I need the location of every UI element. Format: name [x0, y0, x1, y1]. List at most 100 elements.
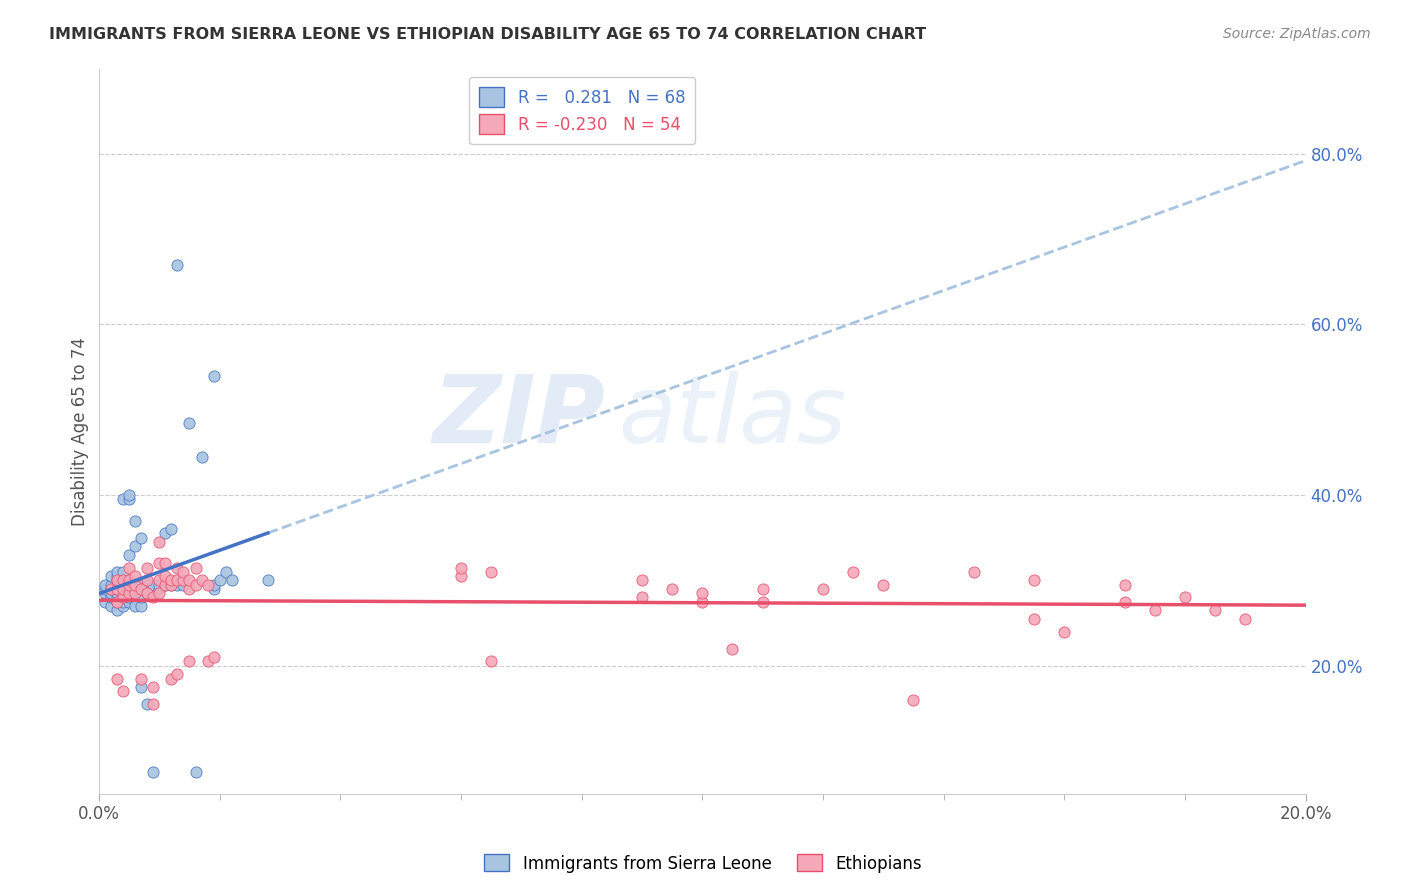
Point	[166, 560, 188, 574]
Point	[105, 595, 128, 609]
Point	[124, 539, 146, 553]
Point	[105, 574, 128, 588]
Point	[94, 582, 117, 596]
Point	[1114, 577, 1136, 591]
Point	[94, 595, 117, 609]
Point	[450, 560, 472, 574]
Point	[105, 672, 128, 686]
Point	[172, 577, 194, 591]
Point	[479, 655, 502, 669]
Point	[118, 577, 141, 591]
Point	[190, 574, 212, 588]
Point	[118, 582, 141, 596]
Point	[118, 492, 141, 507]
Point	[129, 531, 152, 545]
Point	[118, 574, 141, 588]
Point	[872, 577, 894, 591]
Text: Source: ZipAtlas.com: Source: ZipAtlas.com	[1223, 27, 1371, 41]
Point	[136, 560, 159, 574]
Point	[690, 586, 713, 600]
Point	[105, 569, 128, 583]
Point	[690, 595, 713, 609]
Point	[112, 591, 135, 605]
Point	[129, 591, 152, 605]
Point	[215, 565, 238, 579]
Point	[208, 574, 231, 588]
Point	[129, 582, 152, 596]
Point	[105, 577, 128, 591]
Point	[112, 574, 135, 588]
Point	[100, 586, 122, 600]
Point	[118, 595, 141, 609]
Point	[903, 693, 925, 707]
Point	[124, 514, 146, 528]
Point	[1053, 624, 1076, 639]
Point	[160, 672, 183, 686]
Point	[124, 577, 146, 591]
Point	[166, 574, 188, 588]
Point	[124, 586, 146, 600]
Point	[631, 591, 654, 605]
Point	[179, 574, 201, 588]
Point	[118, 586, 141, 600]
Point	[1114, 595, 1136, 609]
Point	[100, 582, 122, 596]
Point	[184, 560, 207, 574]
Point	[100, 569, 122, 583]
Point	[118, 591, 141, 605]
Point	[184, 765, 207, 780]
Point	[197, 655, 219, 669]
Point	[1174, 591, 1197, 605]
Point	[1022, 574, 1045, 588]
Point	[129, 577, 152, 591]
Point	[179, 582, 201, 596]
Point	[105, 565, 128, 579]
Legend: R =   0.281   N = 68, R = -0.230   N = 54: R = 0.281 N = 68, R = -0.230 N = 54	[470, 77, 695, 145]
Point	[105, 591, 128, 605]
Point	[142, 680, 165, 694]
Text: ZIP: ZIP	[433, 370, 606, 463]
Point	[112, 591, 135, 605]
Point	[202, 650, 225, 665]
Point	[148, 586, 170, 600]
Point	[124, 577, 146, 591]
Point	[202, 368, 225, 383]
Text: atlas: atlas	[617, 371, 846, 462]
Point	[136, 586, 159, 600]
Point	[94, 586, 117, 600]
Point	[257, 574, 280, 588]
Point	[202, 577, 225, 591]
Point	[100, 599, 122, 613]
Point	[148, 535, 170, 549]
Point	[124, 599, 146, 613]
Point	[105, 603, 128, 617]
Point	[190, 450, 212, 464]
Point	[148, 582, 170, 596]
Point	[142, 765, 165, 780]
Point	[136, 697, 159, 711]
Point	[160, 574, 183, 588]
Point	[155, 577, 177, 591]
Point	[197, 577, 219, 591]
Point	[172, 574, 194, 588]
Point	[450, 569, 472, 583]
Point	[112, 684, 135, 698]
Point	[179, 416, 201, 430]
Point	[112, 577, 135, 591]
Point	[136, 574, 159, 588]
Point	[100, 577, 122, 591]
Point	[105, 586, 128, 600]
Point	[129, 672, 152, 686]
Point	[118, 548, 141, 562]
Point	[811, 582, 834, 596]
Point	[112, 582, 135, 596]
Point	[124, 569, 146, 583]
Point	[751, 582, 773, 596]
Point	[1022, 612, 1045, 626]
Point	[118, 577, 141, 591]
Point	[112, 565, 135, 579]
Point	[155, 569, 177, 583]
Point	[105, 582, 128, 596]
Point	[166, 667, 188, 681]
Point	[721, 641, 744, 656]
